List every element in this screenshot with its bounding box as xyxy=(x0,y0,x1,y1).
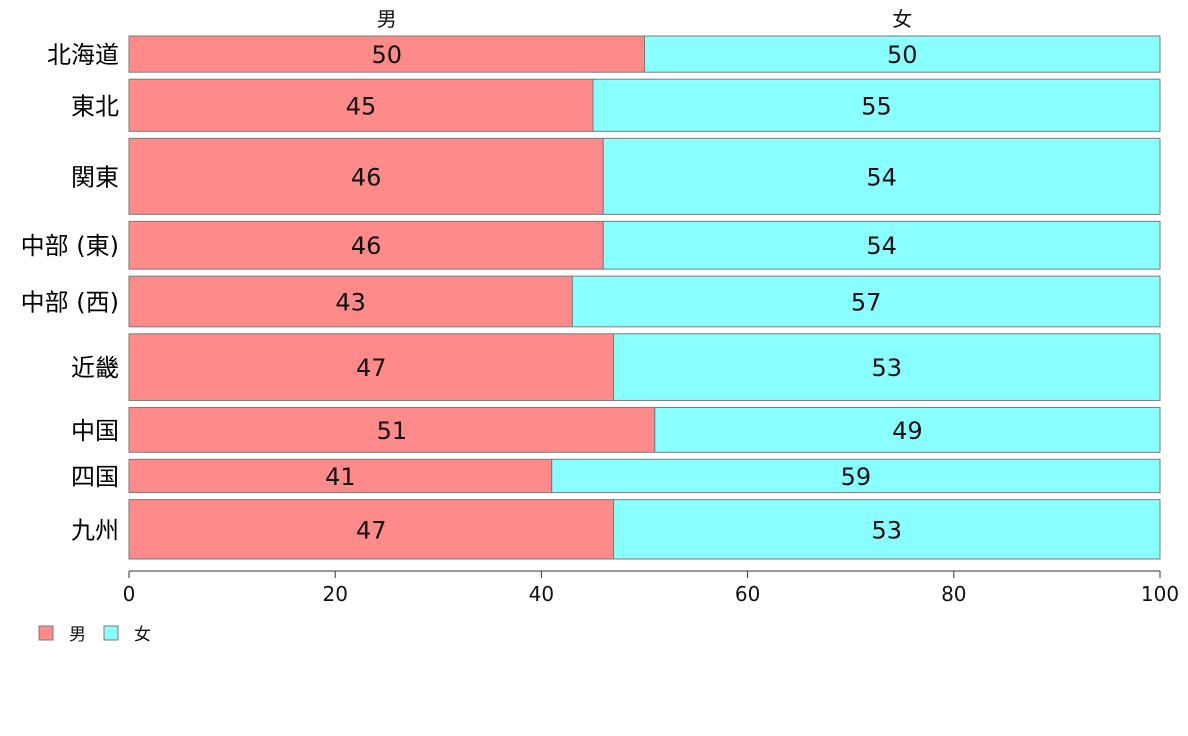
bar-value-label: 46 xyxy=(351,232,382,260)
x-tick-label: 20 xyxy=(322,582,347,606)
category-label: 四国 xyxy=(71,463,119,491)
bar-value-label: 54 xyxy=(866,232,897,260)
bar-value-label: 41 xyxy=(325,463,356,491)
bar-female-5 xyxy=(613,333,1161,401)
bar-value-label: 50 xyxy=(887,41,918,69)
bar-female-7 xyxy=(551,458,1161,494)
x-tick-label: 60 xyxy=(735,582,760,606)
bar-value-label: 49 xyxy=(892,417,923,445)
bar-male-3 xyxy=(128,220,604,270)
bar-value-label: 54 xyxy=(866,163,897,191)
bar-value-label: 53 xyxy=(872,354,903,382)
category-label: 東北 xyxy=(71,92,119,120)
x-tick-label: 0 xyxy=(123,582,136,606)
bar-male-0 xyxy=(128,35,645,73)
bar-female-4 xyxy=(571,275,1161,328)
bar-value-label: 51 xyxy=(377,417,408,445)
bar-value-label: 47 xyxy=(356,516,387,544)
bar-value-label: 46 xyxy=(351,163,382,191)
bar-male-8 xyxy=(128,499,615,560)
bar-value-label: 43 xyxy=(335,288,366,316)
legend-label-male: 男 xyxy=(69,625,86,645)
bar-value-label: 53 xyxy=(872,516,903,544)
category-label: 中国 xyxy=(71,417,119,445)
bar-male-6 xyxy=(128,406,656,453)
bar-value-label: 57 xyxy=(851,288,882,316)
bar-value-label: 59 xyxy=(841,463,872,491)
bar-male-4 xyxy=(128,275,573,328)
series-top-label-2: 女 xyxy=(892,7,912,31)
bar-female-2 xyxy=(602,137,1161,215)
category-label: 中部 (西) xyxy=(21,288,119,316)
legend-swatch-female xyxy=(103,625,119,641)
bar-value-label: 45 xyxy=(346,92,377,120)
category-label: 中部 (東) xyxy=(21,232,119,260)
series-top-label-1: 男 xyxy=(377,7,397,31)
category-label: 九州 xyxy=(71,516,119,544)
x-tick-label: 80 xyxy=(941,582,966,606)
bar-female-0 xyxy=(644,35,1161,73)
x-tick-label: 40 xyxy=(529,582,554,606)
bar-female-6 xyxy=(654,406,1161,453)
bar-male-1 xyxy=(128,78,594,132)
category-label: 北海道 xyxy=(47,41,119,69)
legend-swatch-male xyxy=(38,625,54,641)
category-label: 関東 xyxy=(71,163,119,191)
category-label: 近畿 xyxy=(71,354,119,382)
bar-value-label: 47 xyxy=(356,354,387,382)
bar-female-3 xyxy=(602,220,1161,270)
bar-value-label: 50 xyxy=(371,41,402,69)
x-tick-label: 100 xyxy=(1141,582,1179,606)
bar-female-1 xyxy=(592,78,1161,132)
bar-value-label: 55 xyxy=(861,92,892,120)
legend-label-female: 女 xyxy=(134,625,151,645)
bar-female-8 xyxy=(613,499,1161,560)
bar-male-2 xyxy=(128,137,604,215)
